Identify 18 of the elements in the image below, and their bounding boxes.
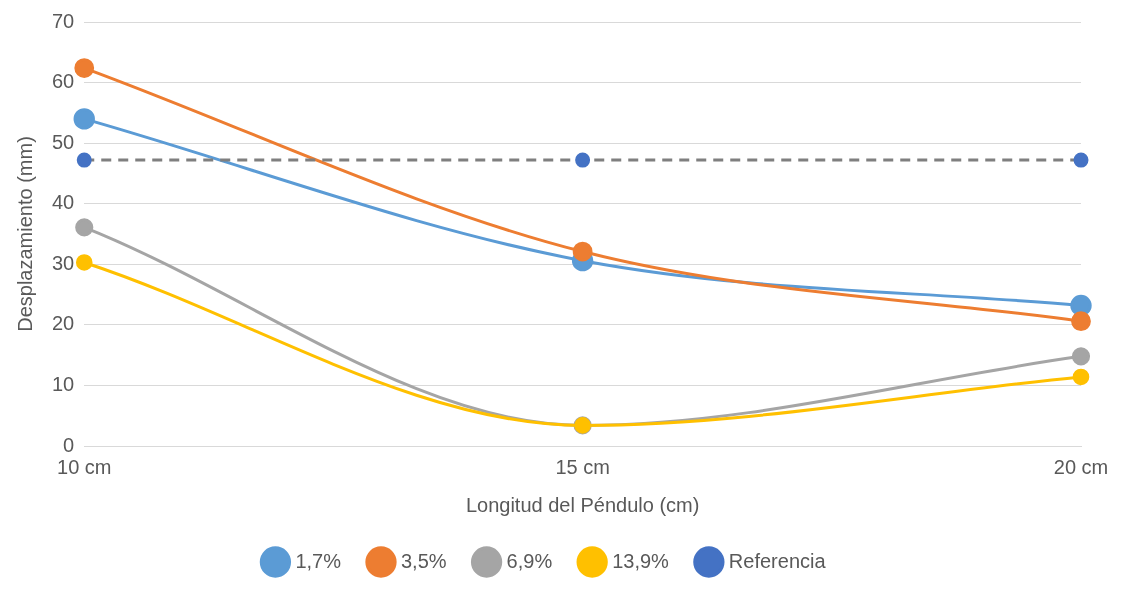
y-tick-label: 50 — [52, 130, 75, 153]
y-tick-label: 60 — [52, 70, 75, 93]
x-tick-label: 20 cm — [1053, 455, 1109, 478]
y-tick-label: 20 — [52, 312, 75, 335]
legend-label: Referencia — [728, 549, 827, 572]
y-tick-label: 30 — [52, 251, 75, 274]
x-tick-label: 15 cm — [555, 455, 610, 478]
y-axis-title: Desplazamiento (mm) — [13, 136, 36, 332]
legend-label: 6,9% — [506, 549, 553, 572]
legend-label: 1,7% — [295, 549, 342, 572]
legend-label: 13,9% — [612, 549, 670, 572]
legend-label: 3,5% — [400, 549, 447, 572]
x-tick-label: 10 cm — [57, 455, 112, 478]
y-tick-label: 70 — [52, 9, 75, 32]
x-axis-title: Longitud del Péndulo (cm) — [465, 493, 700, 516]
y-tick-label: 0 — [63, 433, 75, 456]
y-tick-label: 10 — [52, 372, 75, 395]
y-tick-label: 40 — [52, 191, 75, 214]
